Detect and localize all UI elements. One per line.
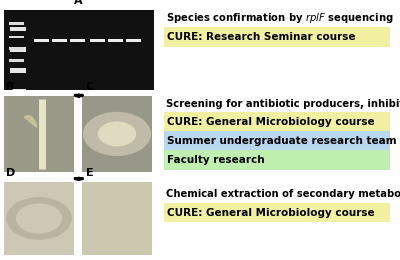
Text: A: A [74, 0, 82, 6]
Text: Faculty research: Faculty research [167, 155, 265, 165]
Bar [10, 89, 26, 94]
Bar [4, 96, 74, 172]
Bar [90, 39, 105, 42]
Text: B: B [6, 82, 14, 92]
Text: Chemical extraction of secondary metabolites: Chemical extraction of secondary metabol… [166, 189, 400, 199]
Text: CURE: General Microbiology course: CURE: General Microbiology course [167, 207, 375, 218]
Circle shape [6, 197, 72, 240]
Bar [108, 39, 123, 42]
Circle shape [16, 203, 62, 233]
Bar [4, 182, 74, 255]
Bar [126, 39, 141, 42]
Bar [52, 39, 67, 42]
Bar [82, 182, 152, 255]
Bar [9, 47, 24, 50]
Bar [164, 131, 390, 151]
Bar [9, 36, 24, 38]
Bar [4, 10, 154, 90]
Circle shape [83, 112, 151, 156]
Text: CURE: Research Seminar course: CURE: Research Seminar course [167, 32, 356, 42]
Polygon shape [24, 116, 37, 127]
Text: E: E [86, 168, 94, 178]
Bar [10, 47, 26, 52]
Bar [164, 112, 390, 132]
Text: CURE: General Microbiology course: CURE: General Microbiology course [167, 117, 375, 127]
Text: Species confirmation by $\it{rplF}$ sequencing: Species confirmation by $\it{rplF}$ sequ… [166, 11, 394, 25]
Bar [10, 68, 26, 73]
Bar [34, 39, 49, 42]
Bar [70, 39, 85, 42]
Bar [164, 203, 390, 222]
Bar [164, 150, 390, 170]
Text: Screening for antibiotic producers, inhibitor studies: Screening for antibiotic producers, inhi… [166, 99, 400, 109]
Bar [82, 96, 152, 172]
Bar [164, 27, 390, 47]
Circle shape [98, 121, 136, 146]
Text: Summer undergraduate research team: Summer undergraduate research team [167, 136, 397, 146]
Bar [10, 27, 26, 31]
Bar [9, 22, 24, 25]
Bar [9, 59, 24, 62]
Text: D: D [6, 168, 15, 178]
Text: C: C [86, 82, 94, 92]
